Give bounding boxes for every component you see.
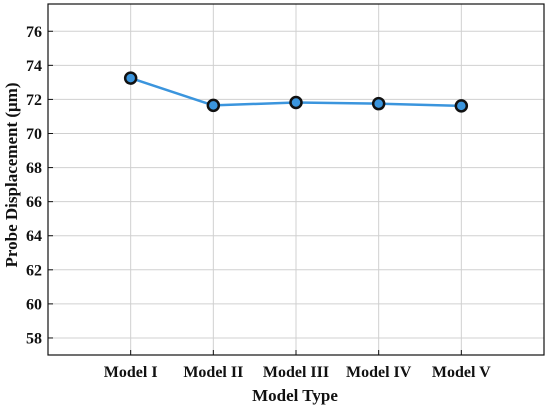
y-tick-labels: 58 60 62 64 66 68 70 72 74 76 bbox=[26, 24, 42, 348]
plot-border bbox=[47, 3, 545, 356]
x-tick-label: Model IV bbox=[346, 364, 412, 381]
y-tick-label: 74 bbox=[26, 58, 42, 75]
y-tick-label: 58 bbox=[26, 330, 42, 347]
x-tick-labels: Model I Model II Model III Model IV Model V bbox=[104, 364, 491, 381]
y-tick-label: 62 bbox=[26, 262, 42, 279]
data-point bbox=[123, 71, 138, 85]
data-point bbox=[371, 96, 386, 111]
x-tick-label: Model III bbox=[263, 364, 329, 381]
y-tick-label: 70 bbox=[26, 126, 42, 143]
x-tick-label: Model V bbox=[432, 364, 491, 381]
plot-frame bbox=[47, 3, 545, 356]
data-series bbox=[123, 71, 469, 113]
y-tick-label: 60 bbox=[26, 296, 42, 313]
data-point bbox=[206, 98, 221, 113]
x-tick-label: Model II bbox=[183, 364, 243, 381]
y-tick-label: 66 bbox=[26, 194, 42, 211]
y-tick-label: 68 bbox=[26, 160, 42, 177]
y-tick-label: 76 bbox=[26, 24, 42, 41]
y-tick-label: 64 bbox=[26, 228, 42, 245]
y-tick-label: 72 bbox=[26, 92, 42, 109]
data-point bbox=[289, 95, 303, 110]
x-tick-label: Model I bbox=[104, 364, 158, 381]
grid-lines bbox=[48, 4, 544, 355]
data-point bbox=[454, 99, 469, 113]
y-axis-label: Probe Displacement (μm) bbox=[2, 83, 21, 268]
x-axis-label: Model Type bbox=[252, 386, 338, 405]
